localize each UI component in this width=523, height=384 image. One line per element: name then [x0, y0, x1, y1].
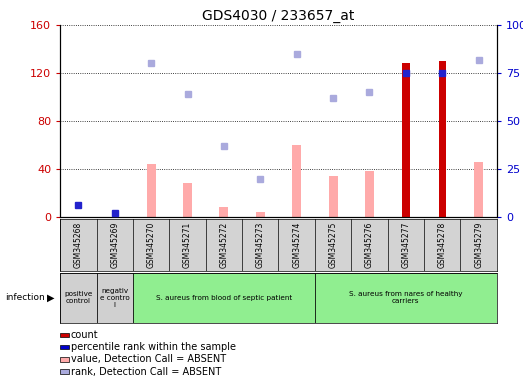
Bar: [439, 61, 446, 217]
FancyBboxPatch shape: [97, 273, 133, 323]
Text: GSM345278: GSM345278: [438, 222, 447, 268]
Bar: [474, 162, 483, 217]
FancyBboxPatch shape: [315, 273, 497, 323]
Text: negativ
e contro
l: negativ e contro l: [100, 288, 130, 308]
Bar: [292, 145, 301, 217]
Text: infection: infection: [5, 293, 45, 302]
Text: value, Detection Call = ABSENT: value, Detection Call = ABSENT: [71, 354, 226, 364]
Bar: [183, 184, 192, 217]
FancyBboxPatch shape: [60, 273, 97, 323]
Bar: [402, 63, 410, 217]
Text: S. aureus from blood of septic patient: S. aureus from blood of septic patient: [156, 295, 292, 301]
Text: count: count: [71, 330, 98, 340]
Bar: [365, 171, 374, 217]
Text: GSM345273: GSM345273: [256, 222, 265, 268]
Text: rank, Detection Call = ABSENT: rank, Detection Call = ABSENT: [71, 367, 221, 377]
Text: ▶: ▶: [48, 293, 55, 303]
Text: S. aureus from nares of healthy
carriers: S. aureus from nares of healthy carriers: [349, 291, 463, 304]
Text: GSM345269: GSM345269: [110, 222, 119, 268]
Text: percentile rank within the sample: percentile rank within the sample: [71, 342, 235, 352]
Title: GDS4030 / 233657_at: GDS4030 / 233657_at: [202, 8, 355, 23]
Text: GSM345268: GSM345268: [74, 222, 83, 268]
FancyBboxPatch shape: [133, 273, 315, 323]
Text: GSM345277: GSM345277: [401, 222, 411, 268]
Bar: [256, 212, 265, 217]
Text: GSM345270: GSM345270: [146, 222, 156, 268]
Text: positive
control: positive control: [64, 291, 93, 304]
Text: GSM345271: GSM345271: [183, 222, 192, 268]
Bar: [328, 176, 338, 217]
Text: GSM345276: GSM345276: [365, 222, 374, 268]
Text: GSM345279: GSM345279: [474, 222, 483, 268]
Bar: [146, 164, 156, 217]
Text: GSM345272: GSM345272: [220, 222, 229, 268]
Text: GSM345274: GSM345274: [292, 222, 301, 268]
Text: GSM345275: GSM345275: [328, 222, 337, 268]
Bar: [219, 207, 229, 217]
